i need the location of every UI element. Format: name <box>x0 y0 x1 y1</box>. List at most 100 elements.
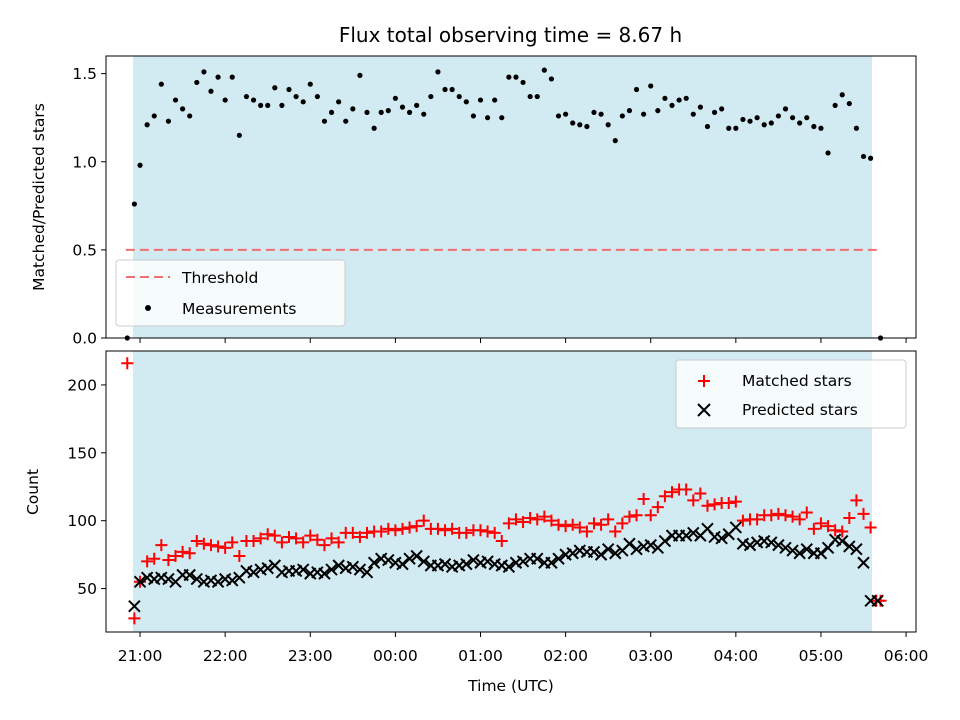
matched-star-point <box>141 555 154 568</box>
predicted-star-point <box>658 534 672 548</box>
matched-star-point <box>552 518 565 531</box>
x-tick-5: 02:00 <box>543 632 588 665</box>
predicted-star-point <box>552 552 565 565</box>
matched-star-point <box>630 509 643 522</box>
measurement-point <box>818 125 824 131</box>
matched-star-point <box>736 514 749 527</box>
matched-star-point <box>247 535 260 548</box>
matched-star-point <box>609 525 622 538</box>
matched-star-point <box>275 536 288 549</box>
predicted-star-point <box>679 529 693 542</box>
measurement-point <box>754 115 760 121</box>
measurement-point <box>293 93 299 100</box>
predicted-star-point <box>128 600 141 613</box>
measurement-point <box>470 113 477 119</box>
bottom-y-tick-3: 200 <box>67 376 106 394</box>
measurement-point <box>527 93 533 100</box>
matched-star-point <box>460 526 473 539</box>
top-y-tick-2: 1.0 <box>72 153 106 171</box>
matched-star-point <box>680 483 693 496</box>
measurement-point <box>711 109 718 115</box>
matched-star-point <box>814 517 827 530</box>
predicted-star-point <box>786 544 799 557</box>
matched-star-point <box>233 549 246 562</box>
predicted-star-point <box>729 521 743 534</box>
measurement-point <box>669 102 675 108</box>
measurement-point <box>385 108 391 114</box>
matched-star-point <box>403 521 416 534</box>
svg-text:01:00: 01:00 <box>458 647 503 665</box>
legend-matched-label: Matched stars <box>742 372 852 390</box>
measurement-point <box>768 120 774 126</box>
measurement-point <box>307 81 313 87</box>
matched-star-point <box>197 537 210 550</box>
measurement-point <box>172 97 179 103</box>
matched-star-point <box>722 497 735 510</box>
svg-text:1.5: 1.5 <box>72 65 97 83</box>
measurement-point <box>442 86 448 93</box>
predicted-star-point <box>346 560 360 574</box>
measurement-point <box>534 93 540 100</box>
bottom-legend-frame <box>675 359 907 429</box>
matched-star-point <box>836 525 849 538</box>
measurement-point <box>399 104 406 110</box>
measurement-point <box>570 120 576 126</box>
measurement-point <box>392 95 398 101</box>
top-legend: Threshold Measurements <box>115 259 346 327</box>
predicted-star-point <box>353 563 367 576</box>
top-y-tick-1: 0.5 <box>72 241 106 259</box>
matched-star-point <box>807 522 820 535</box>
matched-star-point <box>701 499 714 512</box>
measurement-point <box>215 74 221 80</box>
predicted-star-point <box>765 536 778 549</box>
predicted-star-point <box>800 542 813 556</box>
x-axis-label: Time (UTC) <box>467 677 554 695</box>
measurement-point <box>250 97 257 103</box>
chart-title: Flux total observing time = 8.67 h <box>339 23 682 47</box>
measurement-point <box>789 115 796 121</box>
measurement-point <box>726 125 732 131</box>
predicted-star-point <box>417 555 430 568</box>
matched-star-point <box>765 509 778 522</box>
svg-text:00:00: 00:00 <box>373 647 418 665</box>
matched-star-point <box>446 522 459 535</box>
measurement-point <box>364 109 370 115</box>
measurement-point <box>846 100 852 107</box>
measurement-point <box>286 86 292 93</box>
top-y-tick-3: 1.5 <box>72 65 106 83</box>
legend-measurement-swatch <box>145 305 151 311</box>
bottom-y-tick-0: 50 <box>77 580 106 598</box>
measurement-point <box>350 106 356 112</box>
x-tick-1: 22:00 <box>203 632 247 665</box>
measurement-point <box>265 102 271 108</box>
matched-star-point <box>190 535 203 548</box>
measurement-point <box>371 125 377 131</box>
bottom-y-ticks: 50 100 150 200 <box>67 376 106 598</box>
measurement-point <box>683 95 689 101</box>
matched-star-point <box>346 526 359 539</box>
predicted-star-point <box>587 545 601 559</box>
matched-star-point <box>488 526 501 539</box>
matched-star-point <box>843 511 856 524</box>
measurement-point <box>612 138 618 144</box>
bottom-y-axis-label: Count <box>24 469 42 515</box>
measurement-point <box>555 113 562 119</box>
measurement-point <box>321 118 328 124</box>
matched-star-point <box>304 529 317 542</box>
measurement-point <box>825 150 831 156</box>
measurement-point <box>584 123 590 130</box>
matched-star-point <box>587 517 600 530</box>
measurement-point <box>697 104 703 110</box>
bottom-axes-frame <box>105 350 917 633</box>
predicted-star-point <box>715 532 728 545</box>
matched-star-point <box>623 510 636 523</box>
predicted-star-point <box>403 552 416 565</box>
matched-star-point <box>361 526 374 539</box>
matched-star-point <box>396 522 409 535</box>
predicted-star-point <box>843 540 856 553</box>
measurement-point <box>477 97 484 103</box>
matched-star-point <box>389 524 402 537</box>
measurement-point <box>811 123 817 130</box>
measurement-point <box>258 102 264 108</box>
predicted-star-point <box>601 542 615 556</box>
